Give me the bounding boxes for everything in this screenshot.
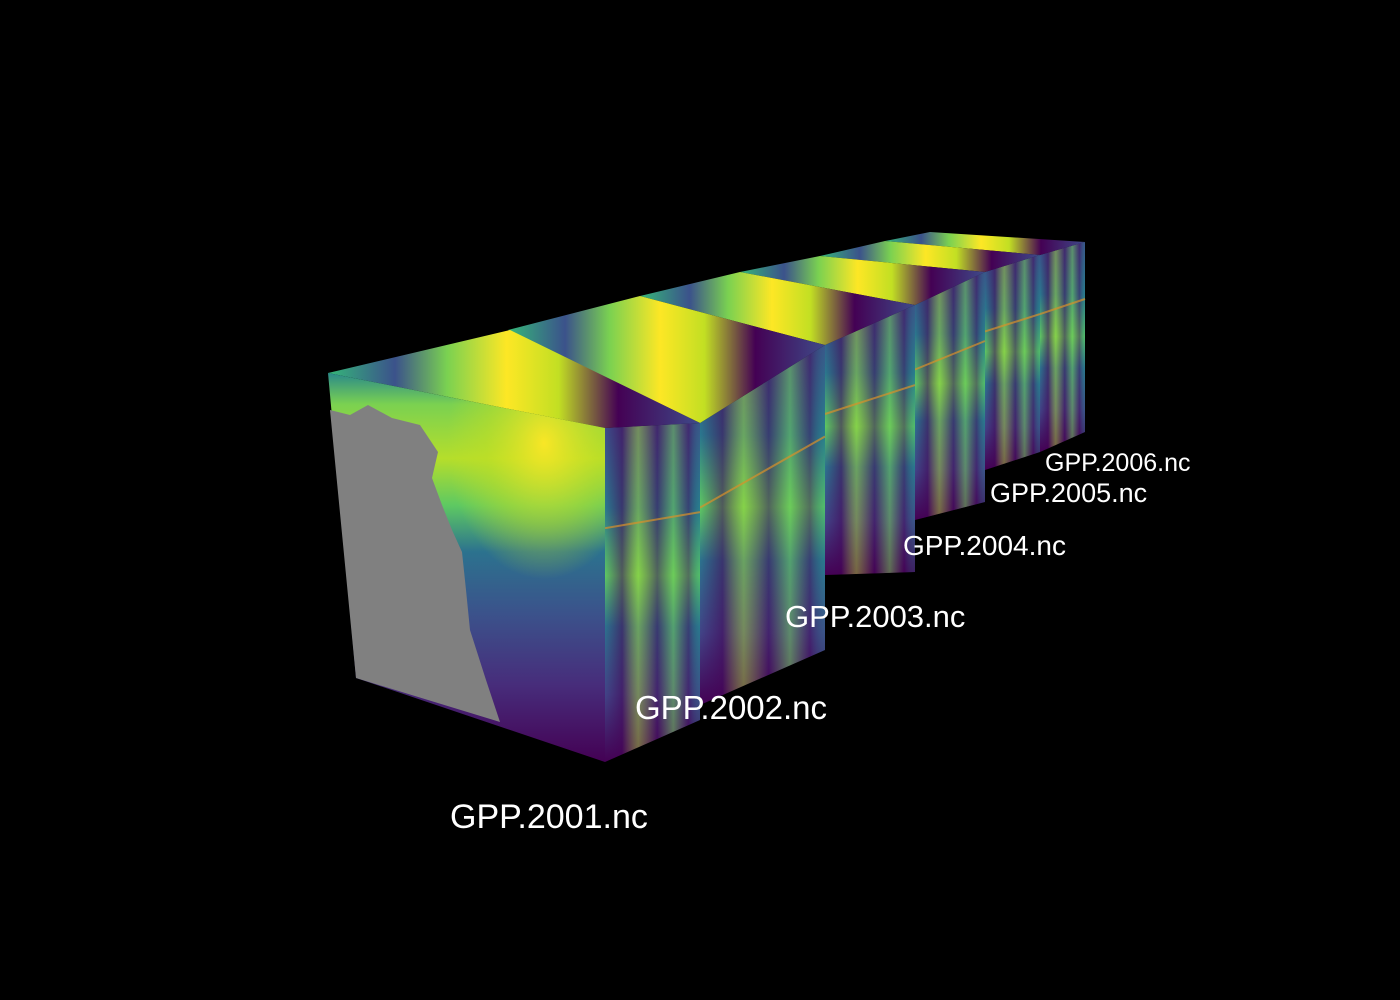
cube-side-bands: [985, 255, 1040, 470]
cube-top-face: [328, 330, 700, 428]
cube-side-bands: [915, 272, 985, 520]
cube-top-face: [885, 232, 1085, 255]
cube-top-face: [740, 256, 985, 305]
cube-side-bands: [825, 305, 915, 575]
cube-label-2004: GPP.2004.nc: [903, 530, 1066, 561]
cube-label-2001: GPP.2001.nc: [450, 798, 648, 836]
cube-side-bands: [1040, 242, 1085, 452]
cube-label-2006: GPP.2006.nc: [1045, 449, 1191, 477]
cube-nodata-region: [330, 405, 500, 722]
cube-streak: [914, 340, 986, 371]
datacube-2006: [885, 232, 1086, 452]
cube-streak: [824, 384, 916, 415]
cube-label-2005: GPP.2005.nc: [990, 478, 1148, 508]
cube-label-2002: GPP.2002.nc: [635, 689, 828, 726]
cube-top-face: [820, 241, 1040, 272]
cube-streak: [699, 435, 826, 509]
cube-streak: [984, 313, 1041, 333]
cube-streak: [604, 511, 701, 530]
cube-top-face: [508, 296, 825, 423]
cube-label-2003: GPP.2003.nc: [785, 599, 966, 634]
cube-streak: [1039, 298, 1086, 316]
datacube-2001: [328, 330, 701, 762]
cube-top-face: [640, 272, 915, 345]
datacube-2003: [640, 272, 916, 575]
cube-side-bands: [605, 423, 700, 762]
datacube-2005: [820, 241, 1041, 470]
datacube-2004: [740, 256, 986, 520]
datacube-2002: [508, 296, 826, 705]
cube-side-bands: [700, 345, 825, 705]
